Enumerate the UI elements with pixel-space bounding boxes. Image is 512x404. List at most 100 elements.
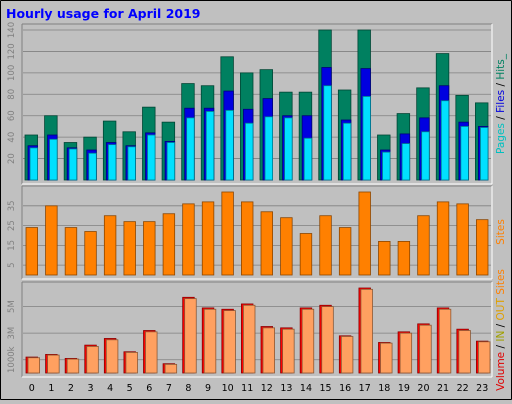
x-tick-label: 14 [300, 383, 312, 394]
bar-out-15 [321, 306, 334, 374]
y-tick-label: 60 [7, 110, 17, 121]
bar-sites-18 [378, 241, 391, 276]
bar-pages-14 [303, 137, 313, 181]
side-label: Volume / IN / OUT Sites [495, 269, 507, 391]
bar-pages-21 [440, 100, 450, 181]
bar-pages-13 [284, 117, 293, 181]
side-label-part: Volume [495, 352, 507, 391]
bar-pages-6 [147, 134, 156, 181]
bar-out-22 [458, 330, 471, 374]
bar-pages-9 [205, 111, 215, 181]
x-tick-label: 15 [319, 383, 331, 394]
side-label-part: Sites [495, 269, 507, 295]
side-label-part: / [495, 320, 507, 330]
side-label-part: OUT [495, 298, 507, 321]
x-tick-label: 9 [205, 383, 211, 394]
bar-out-12 [262, 327, 275, 374]
y-tick-label: 40 [7, 132, 17, 143]
bar-out-10 [223, 310, 236, 374]
bar-pages-15 [323, 85, 332, 181]
bar-pages-7 [166, 142, 176, 181]
bar-sites-12 [260, 211, 273, 276]
y-tick-label: 25 [7, 220, 17, 231]
y-tick-label: 80 [7, 89, 17, 100]
side-label-part: Sites [495, 219, 507, 245]
bar-out-14 [301, 308, 315, 374]
x-tick-label: 13 [280, 383, 292, 394]
bar-out-1 [47, 354, 60, 374]
bar-sites-0 [25, 227, 38, 276]
x-tick-label: 18 [378, 383, 390, 394]
bar-sites-6 [143, 221, 156, 276]
bar-sites-16 [338, 227, 352, 276]
panel-plot-area [22, 24, 492, 184]
x-tick-label: 3 [88, 383, 94, 394]
bar-pages-0 [29, 147, 38, 181]
bar-out-20 [419, 324, 432, 374]
bar-sites-23 [476, 219, 489, 276]
side-label-part: Hits_ [495, 53, 507, 79]
bar-out-18 [380, 342, 393, 374]
side-label-part: / [495, 113, 507, 123]
bar-out-8 [184, 298, 197, 374]
bar-pages-17 [362, 96, 371, 181]
side-label-part: / [495, 80, 507, 90]
bar-pages-20 [421, 131, 430, 181]
x-tick-label: 0 [29, 383, 35, 394]
x-tick-label: 5 [127, 383, 133, 394]
bar-out-16 [340, 336, 354, 374]
x-tick-label: 19 [398, 383, 410, 394]
y-tick-label: 5M [7, 300, 17, 313]
y-tick-label: 35 [7, 200, 17, 211]
panel-plot-area [22, 282, 492, 377]
bar-out-11 [243, 304, 256, 374]
bar-out-5 [125, 352, 138, 374]
bar-pages-11 [245, 122, 254, 181]
bar-sites-15 [319, 215, 332, 276]
bar-pages-19 [401, 143, 411, 181]
side-label-part: Files [495, 90, 507, 113]
bar-out-7 [164, 363, 178, 374]
bar-sites-20 [417, 215, 430, 276]
chart-title: Hourly usage for April 2019 [6, 6, 201, 21]
bar-pages-5 [127, 146, 136, 181]
bar-out-21 [438, 308, 452, 374]
side-label-part: IN [495, 331, 507, 342]
x-tick-label: 6 [146, 383, 152, 394]
bar-sites-14 [299, 233, 313, 276]
y-tick-label: 100 [7, 65, 17, 81]
x-tick-label: 11 [241, 383, 253, 394]
side-label-part: / [495, 342, 507, 352]
side-label: Pages / Files / Hits_ [495, 53, 507, 154]
x-tick-label: 1 [48, 383, 54, 394]
bar-pages-3 [88, 152, 97, 181]
x-axis-hour-labels: 0 1 2 3 4 5 6 7 8 9 10 11 12 13 14 15 16 17 18 19 20 21 22 23 [29, 383, 488, 394]
bar-pages-16 [342, 122, 352, 181]
bar-sites-1 [45, 205, 58, 276]
y-tick-label: 120 [7, 43, 17, 59]
bar-sites-17 [358, 191, 371, 276]
y-tick-label: 20 [7, 153, 17, 164]
bar-sites-22 [456, 203, 469, 276]
bar-pages-4 [107, 144, 117, 181]
bar-sites-13 [280, 217, 293, 276]
bar-sites-11 [241, 201, 254, 276]
bar-pages-12 [264, 116, 273, 181]
side-label-part: Pages [495, 123, 507, 154]
bar-pages-10 [225, 109, 234, 181]
y-tick-label: 1000k [7, 346, 17, 373]
bar-sites-5 [123, 221, 136, 276]
bar-out-13 [282, 328, 295, 374]
bar-pages-23 [480, 127, 489, 181]
bar-sites-10 [221, 191, 234, 276]
x-tick-label: 20 [417, 383, 429, 394]
x-tick-label: 7 [166, 383, 172, 394]
bar-sites-19 [397, 241, 411, 276]
bar-out-19 [399, 332, 413, 374]
bar-pages-8 [186, 117, 195, 181]
bar-out-9 [203, 308, 217, 374]
x-tick-label: 12 [261, 383, 273, 394]
